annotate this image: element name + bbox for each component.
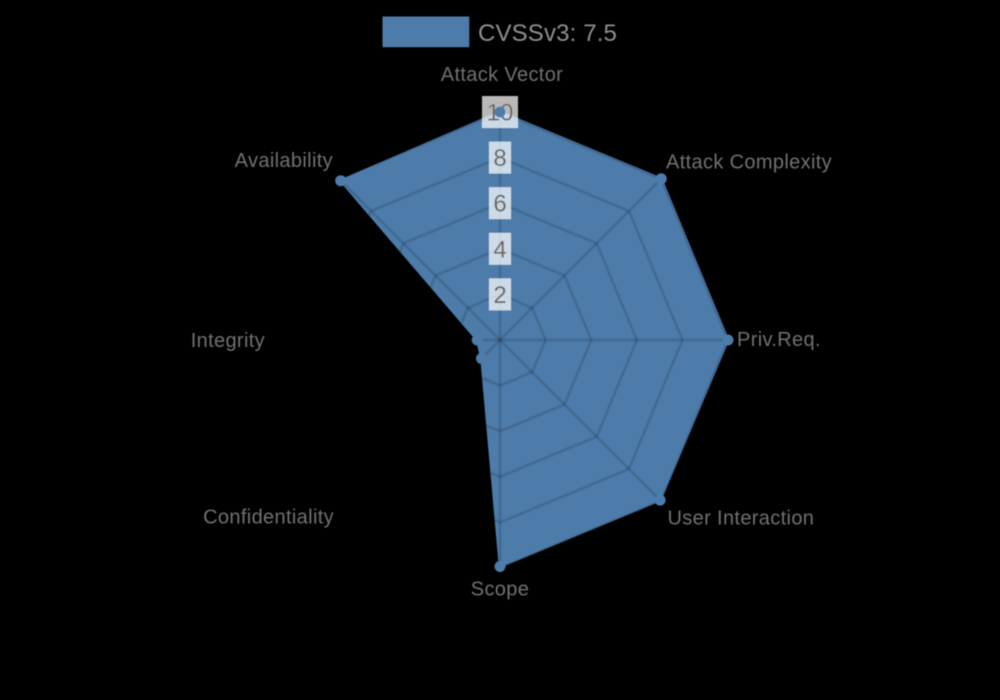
svg-text:Attack Complexity: Attack Complexity — [666, 152, 832, 174]
svg-text:2: 2 — [493, 282, 506, 309]
svg-text:Priv.Req.: Priv.Req. — [737, 329, 821, 351]
svg-text:4: 4 — [493, 236, 506, 263]
svg-text:6: 6 — [493, 191, 506, 218]
svg-text:Scope: Scope — [471, 579, 529, 601]
svg-text:Confidentiality: Confidentiality — [203, 507, 334, 529]
svg-text:CVSSv3: 7.5: CVSSv3: 7.5 — [478, 20, 617, 47]
svg-text:User Interaction: User Interaction — [668, 508, 815, 530]
svg-text:8: 8 — [493, 145, 506, 172]
svg-text:Integrity: Integrity — [191, 330, 265, 352]
svg-text:Attack Vector: Attack Vector — [441, 64, 563, 86]
svg-text:Availability: Availability — [235, 150, 333, 172]
